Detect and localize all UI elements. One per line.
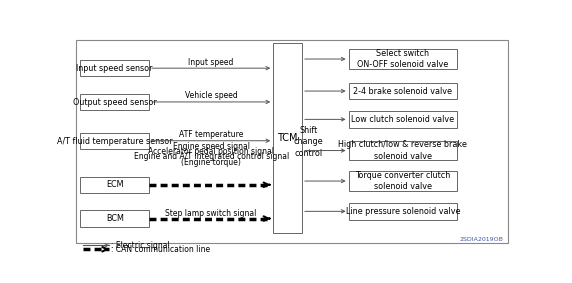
Text: Engine and A/T integrated control signal: Engine and A/T integrated control signal: [133, 152, 289, 161]
Bar: [80, 94, 149, 110]
Text: Step lamp switch signal: Step lamp switch signal: [165, 209, 257, 218]
Bar: [348, 111, 457, 128]
Bar: [80, 60, 149, 76]
Text: Engine speed signal: Engine speed signal: [173, 142, 249, 151]
Bar: [348, 83, 457, 99]
Text: ECM: ECM: [106, 180, 124, 189]
Text: Input speed sensor: Input speed sensor: [77, 64, 153, 73]
Text: 2SDIA2019OB: 2SDIA2019OB: [460, 237, 504, 242]
Text: Accelerator pedal position signal: Accelerator pedal position signal: [148, 147, 274, 156]
Text: High clutch/low & reverse brake
solenoid valve: High clutch/low & reverse brake solenoid…: [339, 140, 467, 160]
Text: Low clutch solenoid valve: Low clutch solenoid valve: [351, 115, 454, 124]
Text: Shift
change
control: Shift change control: [294, 126, 324, 158]
Bar: [80, 133, 149, 149]
Text: Output speed sensor: Output speed sensor: [73, 98, 157, 107]
Bar: [80, 177, 149, 193]
Text: : Electric signal: : Electric signal: [112, 241, 170, 250]
Bar: [348, 49, 457, 69]
Bar: [348, 203, 457, 220]
Text: Select switch
ON-OFF solenoid valve: Select switch ON-OFF solenoid valve: [358, 49, 448, 69]
Text: Torque converter clutch
solenoid valve: Torque converter clutch solenoid valve: [355, 171, 451, 191]
Text: Line pressure solenoid valve: Line pressure solenoid valve: [345, 207, 460, 216]
Text: A/T fluid temperature sensor: A/T fluid temperature sensor: [57, 137, 173, 146]
Text: : CAN communication line: : CAN communication line: [112, 245, 210, 254]
Text: Vehicle speed: Vehicle speed: [185, 91, 237, 100]
Text: 2-4 brake solenoid valve: 2-4 brake solenoid valve: [353, 87, 452, 96]
Text: TCM: TCM: [277, 133, 298, 143]
Bar: [348, 171, 457, 191]
Text: ATF temperature: ATF temperature: [179, 130, 243, 139]
Text: (Engine torque): (Engine torque): [181, 158, 241, 167]
Bar: [80, 211, 149, 227]
Bar: [273, 43, 302, 233]
Text: Input speed: Input speed: [188, 58, 234, 67]
Text: BCM: BCM: [106, 214, 124, 223]
Bar: [348, 141, 457, 160]
